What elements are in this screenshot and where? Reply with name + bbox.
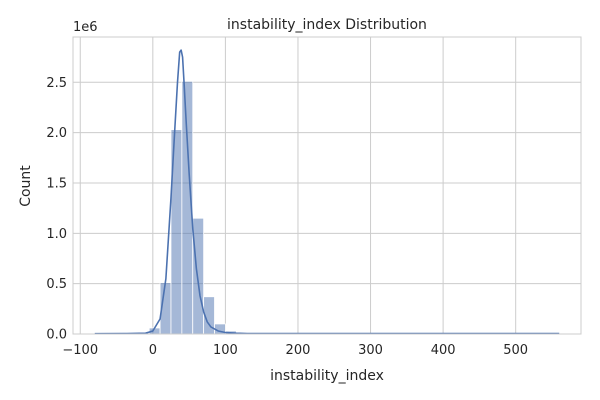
x-tick-label: 0	[149, 343, 157, 358]
chart-title: instability_index Distribution	[227, 17, 427, 33]
y-tick-label: 1.5	[46, 176, 67, 191]
y-offset-label: 1e6	[73, 20, 98, 35]
y-tick-labels: 0.0 0.5 1.0 1.5 2.0 2.5	[46, 76, 67, 343]
y-tick-label: 1.0	[46, 227, 67, 242]
plot-frame	[72, 36, 582, 335]
plot-area	[73, 37, 581, 334]
x-tick-label: 200	[286, 343, 311, 358]
x-axis-title: instability_index	[270, 368, 384, 384]
y-tick-label: 0.5	[46, 277, 67, 292]
x-tick-label: 400	[431, 343, 456, 358]
x-tick-label: 300	[358, 343, 383, 358]
y-axis-title: Count	[18, 165, 34, 207]
x-tick-label: −100	[62, 343, 98, 358]
x-tick-labels: −100 0 100 200 300 400 500	[62, 343, 528, 358]
x-tick-label: 500	[503, 343, 528, 358]
x-tick-label: 100	[213, 343, 238, 358]
histogram-bar	[192, 217, 205, 335]
y-tick-label: 2.5	[46, 76, 67, 91]
y-tick-label: 2.0	[46, 126, 67, 141]
y-tick-label: 0.0	[46, 328, 67, 343]
